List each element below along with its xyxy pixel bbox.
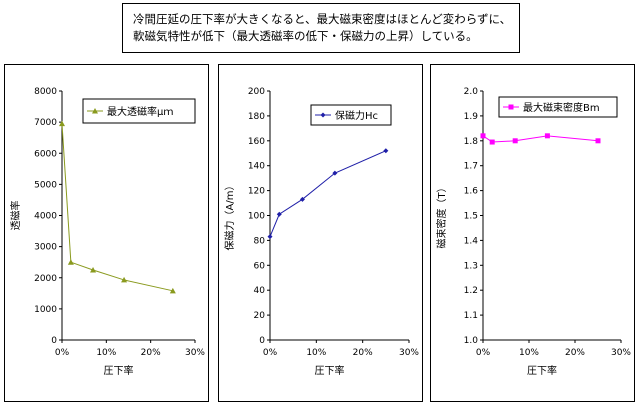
y-axis-label: 透磁率 (9, 201, 22, 231)
data-point (121, 276, 128, 283)
x-tick-label: 30% (611, 348, 631, 358)
axes: 0 1000 2000 3000 4000 5000 6000 7000 8000 0% 10% 20… (34, 87, 205, 358)
legend-label: 最大透磁率μｍ (107, 105, 173, 118)
y-tick-label: 1.7 (464, 162, 478, 172)
series-line (61, 123, 173, 292)
x-tick-label: 20% (565, 348, 585, 358)
data-point (512, 138, 518, 144)
permeability-chart-svg: 0 1000 2000 3000 4000 5000 6000 7000 8000 0% 10% 20… (9, 87, 205, 377)
y-tick-label: 4000 (34, 212, 57, 222)
legend-box (82, 98, 196, 124)
y-tick-label: 200 (248, 87, 265, 97)
data-point (489, 139, 495, 145)
y-tick-label: 0 (259, 336, 265, 346)
y-tick-label: 2.0 (464, 87, 479, 97)
x-tick-label: 10% (519, 348, 539, 358)
x-tick-label: 20% (141, 348, 161, 358)
x-tick-label: 30% (399, 348, 419, 358)
data-point (169, 287, 176, 294)
y-tick-label: 0 (51, 336, 57, 346)
y-tick-label: 1.6 (464, 187, 479, 197)
legend-box (498, 96, 618, 118)
y-tick-label: 2000 (34, 274, 57, 284)
legend: 最大磁束密度Bm (498, 96, 618, 118)
legend-marker (508, 104, 514, 110)
data-point (90, 266, 97, 273)
y-tick-label: 1.4 (464, 236, 479, 246)
y-axis-label: 磁束密度（T） (435, 182, 448, 248)
y-tick-label: 20 (254, 311, 266, 321)
axes: 1.0 1.1 1.2 1.3 1.4 1.5 1.6 1.7 1.8 1.9 2.0 0% 10% 20… (464, 87, 632, 358)
y-tick-label: 60 (254, 261, 266, 271)
y-tick-label: 160 (248, 137, 265, 147)
y-axis-label: 保磁力（A/m） (223, 181, 236, 251)
legend-label: 最大磁束密度Bm (523, 101, 600, 114)
legend: 最大透磁率μｍ (82, 98, 196, 124)
y-tick-label: 80 (254, 236, 266, 246)
caption-line-2: 軟磁気特性が低下（最大透磁率の低下・保磁力の上昇）している。 (133, 29, 478, 43)
y-tick-label: 1.1 (464, 311, 478, 321)
series-line (482, 135, 599, 143)
y-tick-label: 8000 (34, 87, 57, 97)
coercivity-chart: 0 20 40 60 80 100 120 140 160 180 200 0% 10% 20% 30% 圧下… (218, 64, 423, 402)
legend-marker (92, 108, 98, 114)
flux-density-chart-svg: 1.0 1.1 1.2 1.3 1.4 1.5 1.6 1.7 1.8 1.9 2.0 0% 10% 20… (435, 87, 632, 377)
axes: 0 20 40 60 80 100 120 140 160 180 200 0% 10% 20% 30% (248, 87, 420, 358)
y-tick-label: 1000 (34, 305, 57, 315)
y-tick-label: 100 (248, 212, 265, 222)
x-tick-label: 10% (306, 348, 326, 358)
caption-line-1: 冷間圧延の圧下率が大きくなると、最大磁束密度はほとんど変わらずに、 (133, 12, 512, 26)
y-tick-label: 1.0 (464, 336, 479, 346)
x-axis-label: 圧下率 (527, 364, 557, 377)
y-tick-label: 3000 (34, 243, 57, 253)
data-point (595, 138, 601, 144)
y-tick-label: 180 (248, 112, 265, 122)
series-line (269, 150, 387, 237)
legend-box (310, 104, 392, 126)
legend-label: 保磁力Hc (335, 109, 378, 122)
y-tick-label: 5000 (34, 180, 57, 190)
data-point (383, 148, 389, 154)
data-point (59, 120, 65, 127)
x-tick-label: 30% (185, 348, 205, 358)
x-tick-label: 0% (55, 348, 70, 358)
y-tick-label: 40 (254, 286, 266, 296)
x-tick-label: 20% (353, 348, 373, 358)
x-tick-label: 0% (476, 348, 491, 358)
x-axis-label: 圧下率 (104, 364, 134, 377)
flux-density-chart: 1.0 1.1 1.2 1.3 1.4 1.5 1.6 1.7 1.8 1.9 2.0 0% 10% 20… (430, 64, 635, 402)
y-tick-label: 7000 (34, 118, 57, 128)
data-point (332, 170, 338, 176)
y-tick-label: 1.8 (464, 137, 479, 147)
data-point (276, 211, 282, 217)
data-point (67, 259, 74, 265)
data-point (267, 234, 273, 240)
data-point (299, 196, 305, 202)
caption-box: 冷間圧延の圧下率が大きくなると、最大磁束密度はほとんど変わらずに、 軟磁気特性が… (122, 3, 520, 53)
y-tick-label: 1.9 (464, 112, 479, 122)
x-tick-label: 10% (96, 348, 116, 358)
legend-marker (320, 112, 326, 118)
x-axis-label: 圧下率 (315, 364, 345, 377)
y-tick-label: 1.2 (464, 286, 478, 296)
y-tick-label: 6000 (34, 149, 57, 159)
coercivity-chart-svg: 0 20 40 60 80 100 120 140 160 180 200 0% 10% 20% 30% 圧下… (223, 87, 420, 377)
data-point (544, 133, 550, 139)
y-tick-label: 120 (248, 187, 265, 197)
x-tick-label: 0% (263, 348, 278, 358)
data-point (480, 133, 486, 139)
y-tick-label: 140 (248, 162, 265, 172)
permeability-chart: 0 1000 2000 3000 4000 5000 6000 7000 8000 0% 10% 20… (4, 64, 209, 402)
legend: 保磁力Hc (310, 104, 392, 126)
y-tick-label: 1.3 (464, 261, 478, 271)
y-tick-label: 1.5 (464, 212, 478, 222)
